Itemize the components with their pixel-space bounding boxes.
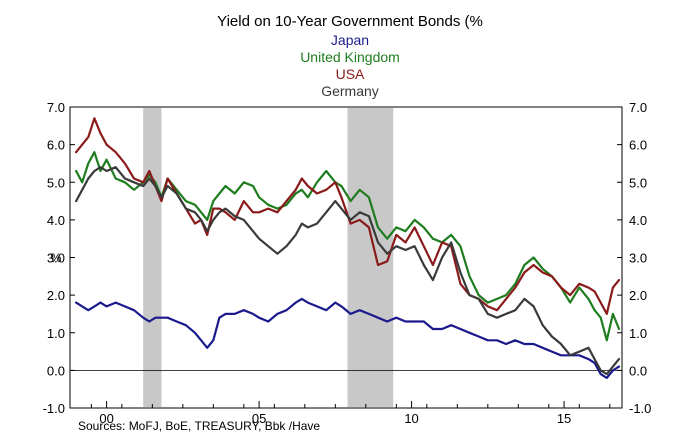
ytick-left-label: 5.0	[47, 175, 65, 190]
ytick-right-label: 6.0	[629, 138, 647, 153]
xtick-label: 00	[99, 411, 113, 426]
xtick-label: 10	[404, 411, 418, 426]
ytick-left-label: 7.0	[47, 100, 65, 115]
ytick-right-label: 3.0	[629, 251, 647, 266]
ytick-right-label: 1.0	[629, 326, 647, 341]
source-note: Sources: MoFJ, BoE, TREASURY, Bbk /Have	[78, 419, 320, 433]
series-lines	[74, 117, 621, 379]
ytick-right-label: 0.0	[629, 363, 647, 378]
series-line-united-kingdom	[74, 151, 621, 342]
ytick-right-label: 2.0	[629, 288, 647, 303]
ytick-left-label: -1.0	[43, 401, 65, 416]
ytick-right-label: -1.0	[629, 401, 651, 416]
ytick-right-label: 4.0	[629, 213, 647, 228]
series-line-japan	[74, 297, 621, 379]
ytick-left-label: 3.0	[47, 251, 65, 266]
y-axis-ticks: 7.0 7.0 6.0 6.0 5.0 5.0 4.0 4.0 3.0 3.0 2.0 2.0 1.0 1…	[43, 100, 652, 416]
recession-band-0	[143, 108, 162, 407]
y-axis-label: %	[51, 251, 62, 265]
recession-band-1	[347, 108, 394, 407]
series-line-germany	[74, 166, 621, 376]
legend-japan: Japan	[331, 32, 369, 48]
legend-united-kingdom: United Kingdom	[300, 49, 400, 65]
chart-title: Yield on 10-Year Government Bonds (%	[217, 13, 483, 30]
ytick-left-label: 0.0	[47, 363, 65, 378]
ytick-left-label: 1.0	[47, 326, 65, 341]
xtick-label: 05	[252, 411, 266, 426]
x-axis-ticks: 00 05 10 15	[90, 401, 611, 426]
ytick-right-label: 5.0	[629, 175, 647, 190]
ytick-right-label: 7.0	[629, 100, 647, 115]
ytick-left-label: 2.0	[47, 288, 65, 303]
recession-shading	[143, 108, 394, 407]
legend-usa: USA	[336, 66, 365, 82]
ytick-left-label: 4.0	[47, 213, 65, 228]
legend-germany: Germany	[321, 83, 379, 99]
ytick-left-label: 6.0	[47, 138, 65, 153]
xtick-label: 15	[557, 411, 571, 426]
